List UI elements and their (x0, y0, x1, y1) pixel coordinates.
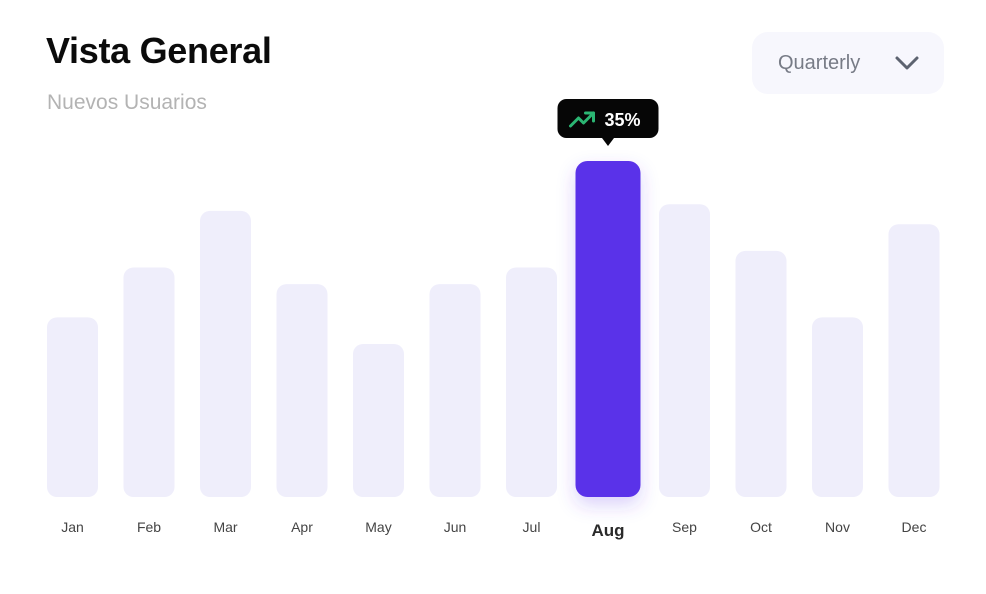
period-select-value: Quarterly (778, 51, 861, 74)
x-tick-label-dec: Dec (902, 519, 927, 535)
tooltip: 35% (557, 99, 659, 146)
bar-jun[interactable] (429, 284, 481, 497)
bar-aug[interactable] (575, 161, 641, 497)
trending-up-icon (569, 111, 595, 128)
tooltip-pointer (602, 138, 614, 146)
bar-nov[interactable] (812, 317, 863, 497)
tooltip-value: 35% (605, 110, 641, 130)
x-tick-label-jun: Jun (444, 519, 467, 535)
x-tick-label-aug: Aug (591, 521, 624, 540)
x-tick-label-mar: Mar (213, 519, 237, 535)
x-tick-label-oct: Oct (750, 519, 772, 535)
period-select[interactable]: Quarterly (752, 32, 944, 94)
x-tick-label-feb: Feb (137, 519, 161, 535)
bar-jul[interactable] (506, 267, 557, 497)
x-tick-label-apr: Apr (291, 519, 313, 535)
x-tick-label-may: May (365, 519, 391, 535)
chevron-down-icon (895, 56, 919, 70)
page-title: Vista General (46, 30, 272, 71)
chart-subtitle: Nuevos Usuarios (47, 91, 207, 114)
bar-may[interactable] (353, 343, 404, 497)
bar-oct[interactable] (735, 250, 787, 497)
bar-mar[interactable] (200, 210, 251, 497)
bar-feb[interactable] (123, 267, 175, 497)
x-tick-label-sep: Sep (672, 519, 697, 535)
x-tick-label-jan: Jan (61, 519, 84, 535)
bar-sep[interactable] (659, 204, 710, 497)
tooltip-box (557, 99, 659, 138)
x-tick-label-nov: Nov (825, 519, 850, 535)
bar-apr[interactable] (276, 284, 328, 497)
x-tick-label-jul: Jul (523, 519, 541, 535)
bar-dec[interactable] (888, 224, 940, 497)
bar-jan[interactable] (47, 317, 98, 497)
